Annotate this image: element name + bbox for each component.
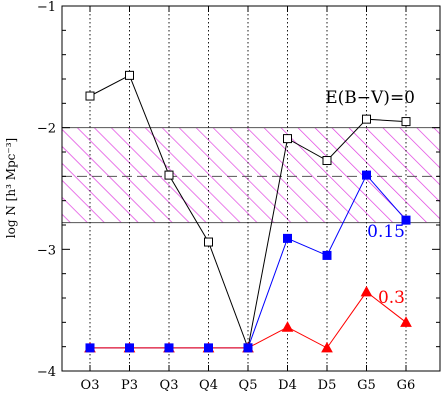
y-tick-label: −4 (37, 365, 56, 380)
y-tick-label: −1 (37, 0, 56, 15)
x-tick-label-d5: D5 (318, 378, 337, 393)
y-tick-label: −3 (37, 243, 56, 258)
point-red-d5 (321, 341, 333, 353)
x-tick-label-g6: G6 (397, 378, 416, 393)
x-tick-label-q3: Q3 (160, 378, 179, 393)
series-label-black: E(B−V)=0 (325, 88, 415, 108)
point-black-o3 (85, 91, 95, 101)
y-tick-label: −2 (37, 122, 56, 137)
x-tick-label-p3: P3 (121, 378, 138, 393)
point-black-g5 (362, 114, 371, 124)
point-blue-o3 (85, 343, 95, 353)
point-red-g5 (360, 285, 373, 297)
x-tick-label-d4: D4 (278, 378, 297, 393)
series-label-red: 0.3 (378, 288, 405, 308)
y-axis-label: log N [h³ Mpc⁻³] (4, 138, 18, 238)
point-blue-q4 (204, 343, 213, 353)
point-black-q4 (204, 237, 213, 247)
point-blue-g6 (401, 215, 411, 225)
point-blue-d4 (283, 233, 292, 243)
point-black-d5 (322, 156, 332, 166)
point-blue-p3 (125, 343, 134, 353)
plot-frame (61, 5, 441, 372)
point-blue-g5 (362, 170, 371, 180)
point-red-d4 (281, 321, 294, 332)
x-tick-label-o3: O3 (81, 378, 100, 393)
point-blue-q5 (243, 343, 253, 353)
x-tick-label-q4: Q4 (199, 378, 218, 393)
point-black-g6 (401, 117, 411, 127)
x-tick-label-q5: Q5 (239, 378, 258, 393)
point-red-g6 (400, 316, 412, 327)
point-blue-d5 (322, 250, 332, 260)
point-blue-q3 (164, 343, 174, 353)
point-black-p3 (125, 70, 134, 80)
series-label-blue: 0.15 (367, 222, 405, 242)
point-black-q3 (164, 170, 174, 180)
x-tick-label-g5: G5 (357, 378, 376, 393)
point-black-d4 (283, 134, 292, 144)
band-hatch (62, 127, 440, 223)
